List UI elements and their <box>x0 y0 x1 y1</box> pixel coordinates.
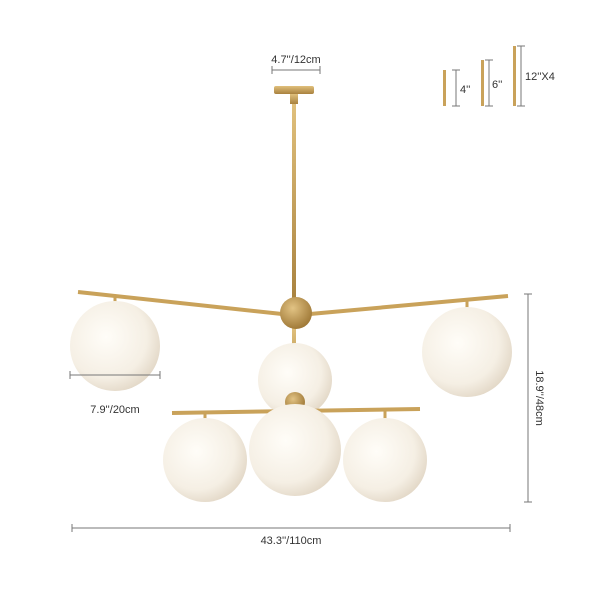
width-label: 43.3''/110cm <box>261 535 322 547</box>
rod-4 <box>443 70 446 106</box>
height-dimension: 18.9''/48cm <box>524 293 545 503</box>
canopy-dimension: 4.7''/12cm <box>271 54 321 74</box>
globe-dimension: 7.9''/20cm <box>69 371 161 416</box>
globe-diameter-label: 7.9''/20cm <box>90 404 139 416</box>
globe-lower-right <box>343 418 427 502</box>
rod-12 <box>513 46 516 106</box>
globe-lower-left <box>163 418 247 502</box>
canopy-width-label: 4.7''/12cm <box>271 54 320 66</box>
rod-4-label: 4'' <box>460 84 470 96</box>
rod-set: 4'' 6'' 12''X4 <box>443 45 555 107</box>
globe-center-back <box>258 343 332 417</box>
rod-6-label: 6'' <box>492 79 502 91</box>
height-label: 18.9''/48cm <box>533 370 545 426</box>
globe-upper-right <box>422 307 512 397</box>
rod-12-label: 12''X4 <box>525 71 555 83</box>
globe-lower-center <box>249 404 341 496</box>
globe-upper-left <box>70 301 160 391</box>
rod-6 <box>481 60 484 106</box>
fixture-body <box>77 86 509 388</box>
width-dimension: 43.3''/110cm <box>71 524 511 547</box>
hub-sphere <box>280 297 312 329</box>
